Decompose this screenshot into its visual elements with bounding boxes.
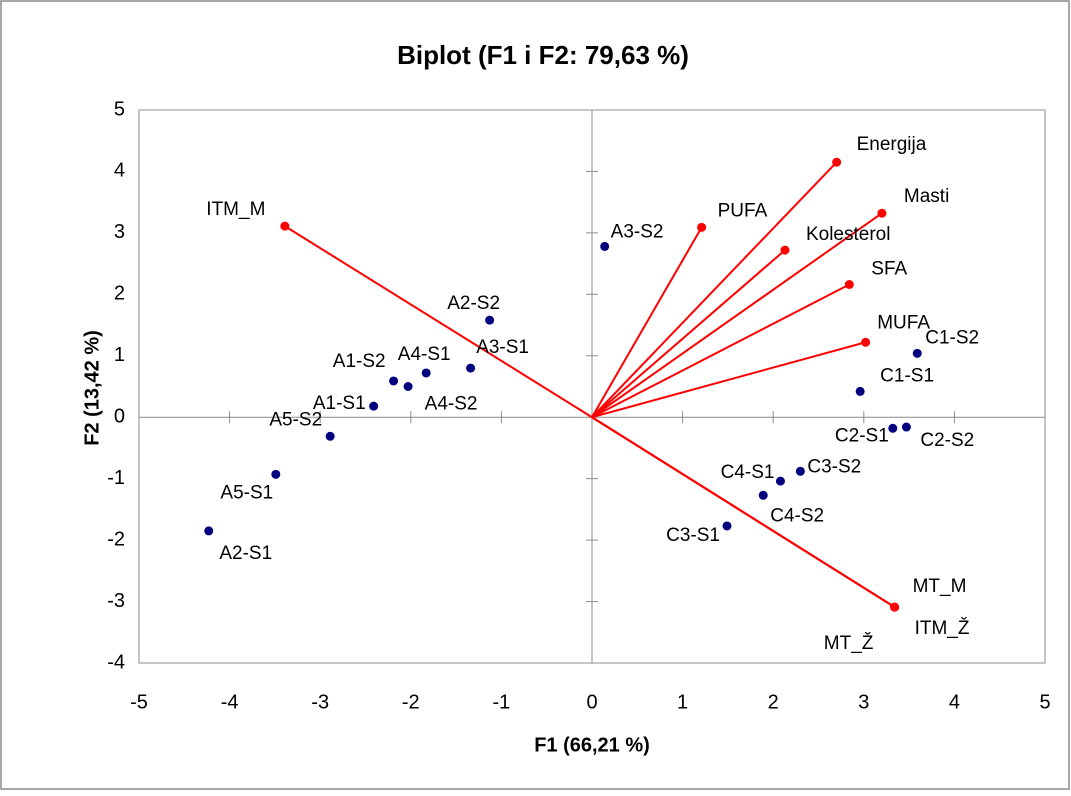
y-tick-label: 2: [114, 283, 125, 305]
loading-label: MUFA: [877, 312, 930, 333]
observation-point: [888, 423, 898, 433]
x-tick-label: -4: [221, 691, 239, 713]
observation-label: C4-S2: [770, 505, 824, 526]
y-tick-label: 5: [114, 98, 125, 120]
x-tick-label: -1: [493, 691, 511, 713]
observation-point: [485, 315, 495, 325]
loading-vector: [284, 225, 593, 419]
loading-point: [844, 280, 854, 290]
y-tick-label: 3: [114, 221, 125, 243]
loading-point: [280, 221, 290, 231]
x-tick-label: 2: [768, 691, 779, 713]
observation-point: [204, 526, 214, 536]
y-tick-label: 0: [114, 406, 125, 428]
observation-point: [775, 476, 785, 486]
observation-point: [722, 521, 732, 531]
x-tick-label: -5: [130, 691, 148, 713]
loading-label: MT_M: [913, 576, 967, 597]
loading-point: [832, 157, 842, 167]
loading-vector: [591, 212, 883, 419]
observation-label: C1-S1: [880, 365, 934, 386]
observation-label: A2-S1: [219, 543, 272, 564]
y-tick-label: -4: [107, 651, 125, 673]
loading-vector: [591, 161, 838, 418]
loading-vector: [591, 416, 896, 608]
observation-label: A3-S1: [476, 337, 529, 358]
observation-point: [901, 422, 911, 432]
observation-label: A1-S2: [333, 351, 386, 372]
observation-point: [369, 401, 379, 411]
observation-point: [325, 431, 335, 441]
loading-label: Energija: [857, 134, 927, 155]
y-tick-label: 4: [114, 160, 125, 182]
observation-label: C4-S1: [721, 462, 775, 483]
observation-point: [758, 490, 768, 500]
observation-point: [912, 348, 922, 358]
y-tick-label: -2: [107, 528, 125, 550]
observation-label: C3-S1: [666, 525, 720, 546]
observation-point: [600, 241, 610, 251]
x-tick-label: 3: [858, 691, 869, 713]
loading-label: ITM_M: [206, 199, 265, 220]
loading-point: [780, 245, 790, 255]
loading-label: Masti: [904, 186, 949, 207]
observation-label: A4-S2: [425, 394, 478, 415]
observation-point: [855, 386, 865, 396]
observation-point: [389, 376, 399, 386]
loading-label: ITM_Ž: [915, 617, 970, 639]
x-tick-label: 0: [586, 691, 597, 713]
loading-point: [890, 602, 900, 612]
loading-vector: [591, 249, 786, 418]
observation-label: A5-S1: [220, 482, 273, 503]
y-tick-label: 1: [114, 344, 125, 366]
x-tick-label: -2: [402, 691, 420, 713]
observation-label: A5-S2: [269, 409, 322, 430]
observation-point: [466, 363, 476, 373]
observation-point: [271, 469, 281, 479]
loading-label: SFA: [871, 259, 907, 280]
x-tick-label: 5: [1039, 691, 1050, 713]
loading-point: [697, 222, 707, 232]
loading-label: Kolesterol: [806, 224, 891, 245]
loading-point: [861, 337, 871, 347]
observation-label: A4-S1: [398, 344, 451, 365]
observation-label: C2-S1: [835, 425, 889, 446]
x-tick-label: 4: [949, 691, 960, 713]
y-tick-label: -1: [107, 467, 125, 489]
observation-point: [421, 368, 431, 378]
loading-label: PUFA: [718, 200, 768, 221]
y-tick-label: -3: [107, 590, 125, 612]
x-axis-title: F1 (66,21 %): [534, 734, 650, 756]
loading-label: MT_Ž: [824, 632, 874, 654]
observation-label: C2-S2: [920, 430, 974, 451]
loading-vector: [591, 226, 703, 418]
observation-point: [795, 466, 805, 476]
observation-label: C3-S2: [807, 456, 861, 477]
observation-label: C1-S2: [925, 327, 979, 348]
y-axis-title: F2 (13,42 %): [81, 330, 103, 446]
chart-title: Biplot (F1 i F2: 79,63 %): [397, 40, 689, 70]
x-tick-label: 1: [677, 691, 688, 713]
x-tick-label: -3: [311, 691, 329, 713]
loading-point: [877, 208, 887, 218]
loading-vector: [591, 341, 866, 419]
observation-label: A2-S2: [447, 293, 500, 314]
observation-label: A3-S2: [611, 221, 664, 242]
loading-vector: [591, 283, 850, 419]
observation-point: [403, 382, 413, 391]
observation-label: A1-S1: [313, 393, 366, 414]
